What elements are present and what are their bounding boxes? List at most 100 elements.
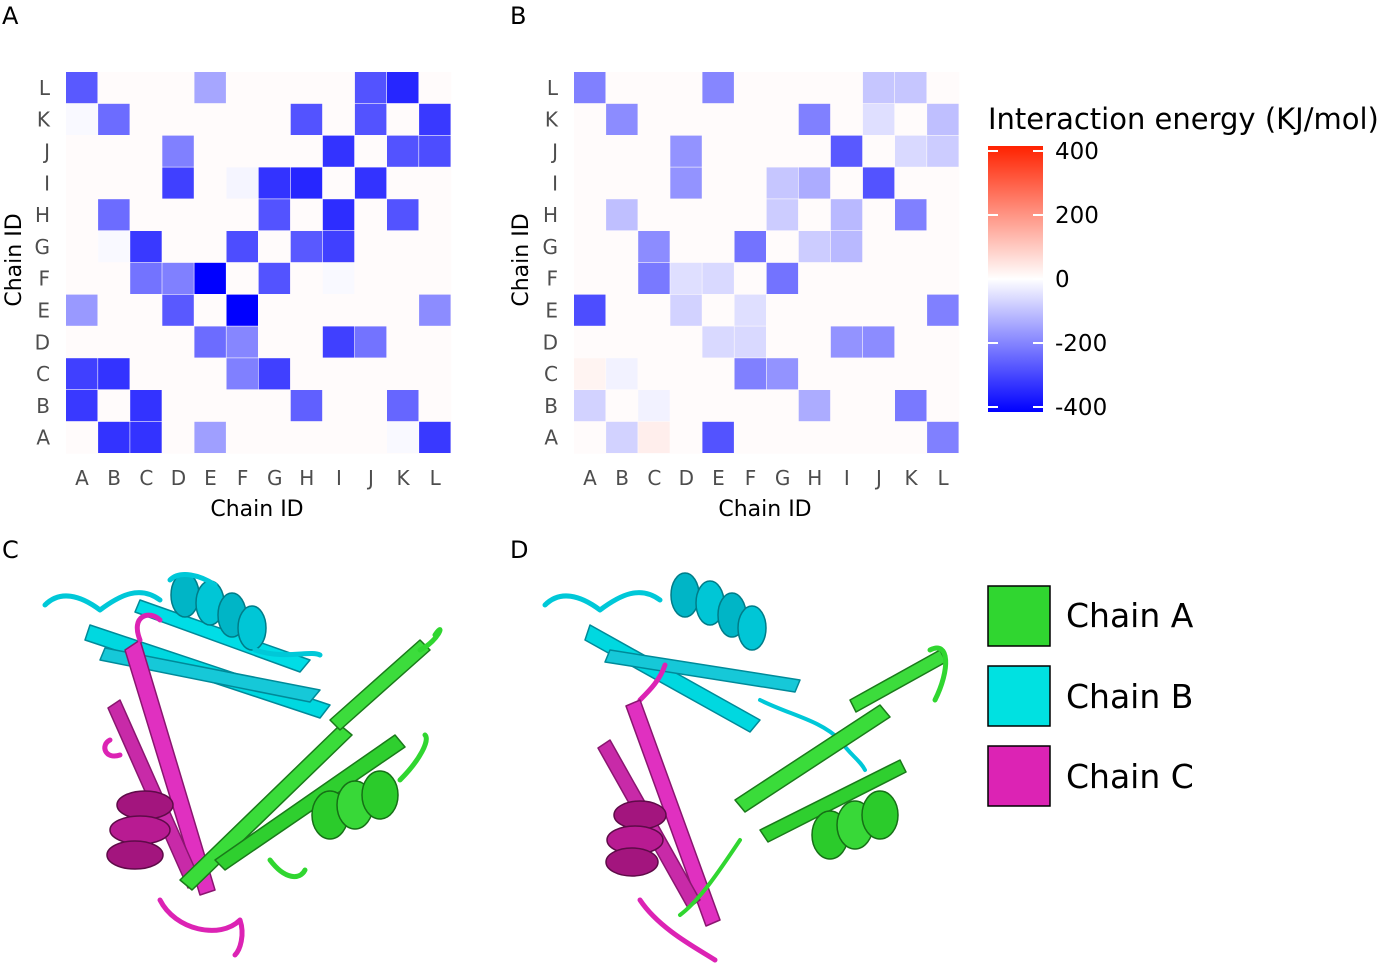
- x-tick-label: D: [171, 466, 186, 490]
- heatmap-cell: [574, 390, 606, 422]
- x-tick-label: J: [366, 466, 374, 490]
- heatmap-cell: [638, 262, 670, 294]
- heatmap-cell: [290, 167, 323, 199]
- x-tick-label: I: [844, 466, 850, 490]
- chain-legend: Chain A Chain B Chain C: [987, 585, 1194, 807]
- heatmap-cell: [574, 358, 606, 390]
- heatmap-cell: [670, 135, 702, 167]
- y-tick-label: F: [546, 267, 558, 291]
- colorbar-tick-label: -400: [1055, 395, 1107, 421]
- heatmap-cell: [387, 199, 419, 231]
- x-tick-label: H: [807, 466, 822, 490]
- heatmap-cell: [895, 390, 927, 422]
- x-tick-label: L: [938, 466, 950, 490]
- legend-label-chain-b: Chain B: [1066, 677, 1193, 716]
- heatmap-cell: [419, 135, 451, 167]
- legend-label-chain-a: Chain A: [1066, 596, 1194, 635]
- heatmap-cell: [98, 199, 130, 231]
- heatmap-a-cells: [66, 72, 452, 454]
- y-tick-label: H: [35, 203, 50, 227]
- y-tick-label: B: [544, 394, 558, 418]
- heatmap-cell: [895, 199, 927, 231]
- heatmap-cell: [830, 231, 863, 263]
- heatmap-a-x-axis-title: Chain ID: [210, 497, 303, 522]
- panel-letter-c: C: [2, 536, 19, 564]
- legend-swatch-chain-b: [987, 665, 1051, 727]
- heatmap-cell: [290, 390, 323, 422]
- heatmap-cell: [574, 72, 606, 104]
- heatmap-cell: [862, 167, 895, 199]
- heatmap-cell: [862, 326, 895, 358]
- heatmap-cell: [734, 231, 766, 263]
- heatmap-cell: [387, 390, 419, 422]
- panel-letter-a: A: [2, 2, 19, 30]
- y-tick-label: G: [543, 235, 559, 259]
- colorbar: Interaction energy (KJ/mol) 400 200 0 -200 -…: [988, 102, 1379, 421]
- panel-letter-d: D: [510, 536, 528, 564]
- heatmap-cell: [670, 167, 702, 199]
- y-tick-label: C: [544, 362, 558, 386]
- heatmap-cell: [927, 421, 959, 453]
- heatmap-cell: [638, 421, 670, 453]
- heatmap-cell: [194, 326, 226, 358]
- heatmap-cell: [734, 326, 766, 358]
- heatmap-cell: [322, 135, 355, 167]
- heatmap-cell: [66, 390, 98, 422]
- heatmap-cell: [419, 294, 451, 326]
- x-tick-label: C: [647, 466, 661, 490]
- protein-structure-d: [542, 572, 949, 963]
- heatmap-cell: [670, 294, 702, 326]
- y-tick-label: A: [36, 426, 50, 450]
- x-tick-label: B: [615, 466, 629, 490]
- y-tick-label: D: [543, 330, 558, 354]
- x-tick-label: A: [583, 466, 597, 490]
- heatmap-cell: [638, 390, 670, 422]
- heatmap-cell: [387, 72, 419, 104]
- heatmap-cell: [606, 103, 638, 135]
- heatmap-cell: [895, 72, 927, 104]
- heatmap-cell: [574, 294, 606, 326]
- panel-letter-b: B: [510, 2, 526, 30]
- legend-swatch-chain-c: [987, 745, 1051, 807]
- y-tick-label: I: [552, 171, 558, 195]
- heatmap-cell: [606, 199, 638, 231]
- heatmap-cell: [830, 135, 863, 167]
- heatmap-cell: [162, 135, 194, 167]
- legend-label-chain-c: Chain C: [1066, 757, 1194, 796]
- x-tick-label: D: [679, 466, 694, 490]
- legend-swatch-chain-a: [987, 585, 1051, 647]
- heatmap-b-x-axis-title: Chain ID: [718, 497, 811, 522]
- heatmap-cell: [927, 103, 959, 135]
- x-tick-label: E: [712, 466, 725, 490]
- heatmap-cell: [98, 421, 130, 453]
- y-tick-label: L: [547, 76, 559, 100]
- protein-structure-c: [42, 572, 443, 958]
- y-tick-label: L: [39, 76, 51, 100]
- heatmap-cell: [766, 358, 799, 390]
- y-tick-label: J: [550, 140, 558, 164]
- x-tick-label: A: [75, 466, 89, 490]
- y-tick-label: C: [36, 362, 50, 386]
- y-tick-label: H: [543, 203, 558, 227]
- heatmap-cell: [98, 231, 130, 263]
- heatmap-cell: [194, 421, 226, 453]
- heatmap-a-y-axis-title: Chain ID: [2, 213, 27, 306]
- colorbar-ticks: 400 200 0 -200 -400: [988, 139, 1107, 421]
- heatmap-cell: [798, 231, 831, 263]
- heatmap-cell: [419, 103, 451, 135]
- x-tick-label: H: [299, 466, 314, 490]
- heatmap-cell: [927, 135, 959, 167]
- x-tick-label: L: [430, 466, 442, 490]
- heatmap-cell: [895, 135, 927, 167]
- heatmap-cell: [766, 262, 799, 294]
- heatmap-cell: [258, 262, 291, 294]
- heatmap-cell: [290, 103, 323, 135]
- y-tick-label: G: [35, 235, 51, 259]
- x-tick-label: G: [267, 466, 283, 490]
- heatmap-cell: [194, 72, 226, 104]
- colorbar-tick-label: -200: [1055, 331, 1107, 357]
- heatmap-cell: [162, 294, 194, 326]
- heatmap-cell: [766, 199, 799, 231]
- x-tick-label: I: [336, 466, 342, 490]
